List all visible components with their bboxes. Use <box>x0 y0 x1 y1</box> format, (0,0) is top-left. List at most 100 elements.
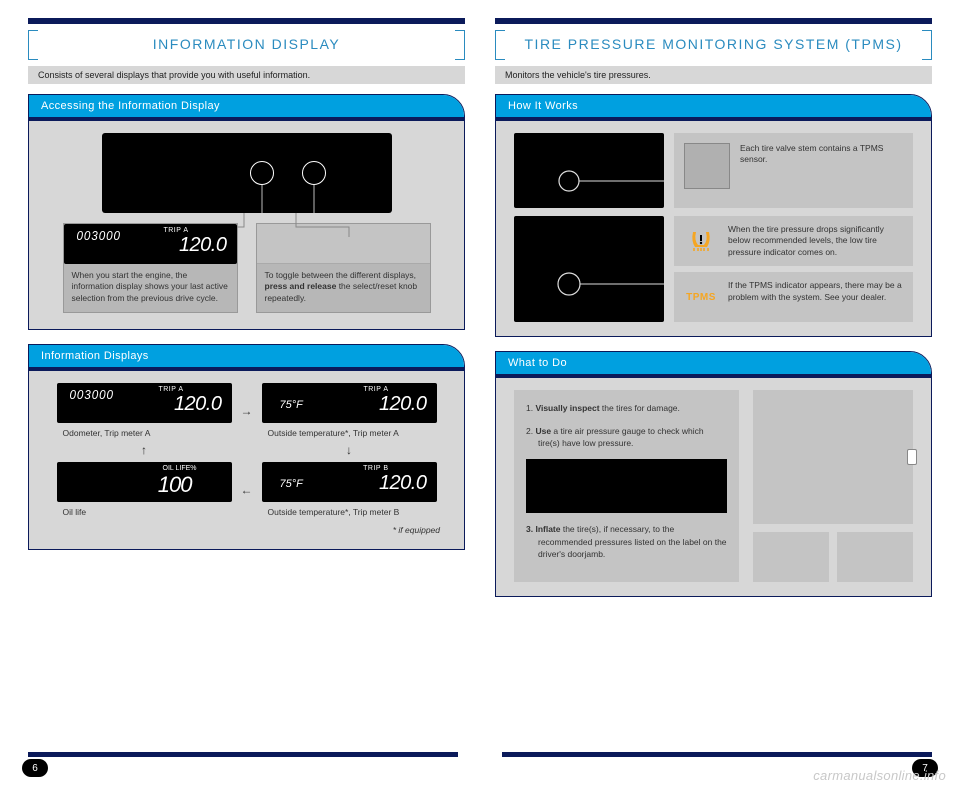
lcd-trip-label: TRIP A <box>163 227 188 234</box>
wtd-layout: 1. Visually inspect the tires for damage… <box>514 390 913 582</box>
lcd-display: 75°F TRIP A 120.0 <box>262 383 437 423</box>
caption: Outside temperature*, Trip meter B <box>262 502 437 517</box>
hiw-text: When the tire pressure drops significant… <box>728 224 903 258</box>
display-cycle-grid: 003000 TRIP A 120.0 Odometer, Trip meter… <box>47 383 446 517</box>
lcd-temp: 75°F <box>280 399 303 411</box>
wtd-small-row <box>753 532 913 582</box>
card-how-it-works: How It Works Each tire valve stem contai… <box>495 94 932 337</box>
hiw-desc: Each tire valve stem contains a TPMS sen… <box>674 133 913 208</box>
doorjamb-label-image <box>753 390 913 524</box>
rest: a tire air pressure gauge to check which… <box>538 426 704 448</box>
bold: Visually inspect <box>535 403 599 413</box>
callout-pair: 003000 TRIP A 120.0 When you start the e… <box>47 223 446 313</box>
section-title-text: TIRE PRESSURE MONITORING SYSTEM (TPMS) <box>495 30 932 52</box>
gauge-image-placeholder <box>526 459 727 513</box>
bold: Use <box>535 426 551 436</box>
hiw-text: Each tire valve stem contains a TPMS sen… <box>740 143 903 166</box>
lcd-label: TRIP A <box>363 386 388 393</box>
caption: Odometer, Trip meter A <box>57 423 232 438</box>
callout-left: 003000 TRIP A 120.0 When you start the e… <box>63 223 238 313</box>
card-info-displays: Information Displays 003000 TRIP A 120.0… <box>28 344 465 550</box>
bottom-rule <box>28 752 458 757</box>
card-header: Accessing the Information Display <box>29 95 464 121</box>
step-1: 1. Visually inspect the tires for damage… <box>526 402 727 414</box>
cell-temp-a: 75°F TRIP A 120.0 Outside temperature*, … <box>262 383 437 438</box>
image-placeholder <box>837 532 913 582</box>
card-header: Information Displays <box>29 345 464 371</box>
card-body: Each tire valve stem contains a TPMS sen… <box>496 121 931 336</box>
step-2: 2. Use a tire air pressure gauge to chec… <box>526 425 727 450</box>
door-tab-icon <box>907 449 917 465</box>
section-title: TIRE PRESSURE MONITORING SYSTEM (TPMS) <box>495 30 932 60</box>
lcd-label: OIL LIFE% <box>163 465 197 472</box>
page-spread: INFORMATION DISPLAY Consists of several … <box>0 0 960 611</box>
gauge-panel <box>514 216 664 322</box>
section-title: INFORMATION DISPLAY <box>28 30 465 60</box>
lcd-label: TRIP B <box>363 465 388 472</box>
arrow-right-icon: → <box>232 404 262 418</box>
lcd-temp: 75°F <box>280 478 303 490</box>
caption: Outside temperature*, Trip meter A <box>262 423 437 438</box>
lcd-odo: 003000 <box>76 228 120 243</box>
hiw-desc-stack: When the tire pressure drops significant… <box>674 216 913 322</box>
hiw-desc: When the tire pressure drops significant… <box>674 216 913 266</box>
page-number-left: 6 <box>22 759 48 777</box>
rest: the tires for damage. <box>600 403 680 413</box>
cell-temp-b: 75°F TRIP B 120.0 Outside temperature*, … <box>262 462 437 517</box>
arrow-left-icon: ← <box>232 483 262 497</box>
cell-oil-life: OIL LIFE% 100 Oil life <box>57 462 232 517</box>
wtd-images <box>753 390 913 582</box>
watermark: carmanualsonline.info <box>813 768 946 783</box>
leader-icon <box>514 133 664 205</box>
text-bold: press and release <box>265 281 337 291</box>
card-body: 003000 TRIP A 120.0 Odometer, Trip meter… <box>29 371 464 549</box>
section-subtitle: Consists of several displays that provid… <box>28 66 465 84</box>
card-what-to-do: What to Do 1. Visually inspect the tires… <box>495 351 932 597</box>
knob-ring <box>250 161 274 185</box>
page-right: TIRE PRESSURE MONITORING SYSTEM (TPMS) M… <box>495 18 932 611</box>
knob-ring <box>302 161 326 185</box>
caption: Oil life <box>57 502 232 517</box>
lcd-label: TRIP A <box>158 386 183 393</box>
top-rule <box>28 18 465 24</box>
gauge-panel <box>514 133 664 208</box>
tpms-label: TPMS <box>686 291 716 305</box>
arrow-down-icon: ↓ <box>262 443 437 457</box>
lcd-value: 120.0 <box>174 393 222 416</box>
cell-odometer: 003000 TRIP A 120.0 Odometer, Trip meter… <box>57 383 232 438</box>
callout-right: To toggle between the different displays… <box>256 223 431 313</box>
card-header: How It Works <box>496 95 931 121</box>
lcd-display: OIL LIFE% 100 <box>57 462 232 502</box>
page-left: INFORMATION DISPLAY Consists of several … <box>28 18 465 611</box>
step-3: 3. Inflate the tire(s), if necessary, to… <box>526 523 727 560</box>
hiw-row-indicator: When the tire pressure drops significant… <box>514 216 913 322</box>
bracket-right <box>922 30 932 60</box>
callout-text: To toggle between the different displays… <box>257 264 430 312</box>
image-placeholder <box>753 532 829 582</box>
card-header: What to Do <box>496 352 931 378</box>
section-subtitle: Monitors the vehicle's tire pressures. <box>495 66 932 84</box>
card-accessing: Accessing the Information Display <box>28 94 465 330</box>
lcd-value: 100 <box>67 466 222 498</box>
low-pressure-icon <box>684 224 718 258</box>
footnote: * if equipped <box>47 517 446 535</box>
hiw-text: If the TPMS indicator appears, there may… <box>728 280 903 303</box>
top-rule <box>495 18 932 24</box>
bracket-right <box>455 30 465 60</box>
rest: the tire(s), if necessary, to the recomm… <box>538 524 727 559</box>
card-body: 1. Visually inspect the tires for damage… <box>496 378 931 596</box>
wtd-steps: 1. Visually inspect the tires for damage… <box>514 390 739 582</box>
tpms-text-icon: TPMS <box>684 280 718 314</box>
callout-text: When you start the engine, the informati… <box>64 264 237 312</box>
lcd-placeholder <box>257 224 430 264</box>
lcd-odo: 003000 <box>69 387 113 402</box>
hiw-row-sensor: Each tire valve stem contains a TPMS sen… <box>514 133 913 208</box>
image-placeholder <box>684 143 730 189</box>
section-title-text: INFORMATION DISPLAY <box>28 30 465 52</box>
leader-icon <box>514 216 664 316</box>
lcd-value: 120.0 <box>379 472 427 495</box>
bracket-left <box>495 30 505 60</box>
bracket-left <box>28 30 38 60</box>
lcd-display: 003000 TRIP A 120.0 <box>64 224 237 264</box>
lcd-trip-value: 120.0 <box>179 234 227 257</box>
